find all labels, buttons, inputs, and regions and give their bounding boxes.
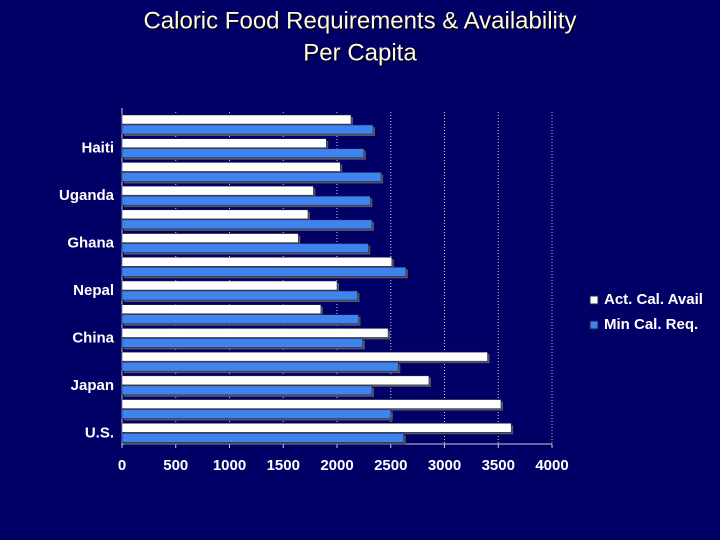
y-tick-label: China — [72, 329, 114, 346]
bar — [121, 243, 369, 253]
bar — [121, 399, 502, 409]
bar — [121, 433, 404, 443]
bar — [121, 304, 322, 314]
bar — [121, 423, 512, 433]
y-tick-label: Haiti — [81, 140, 114, 157]
bar — [121, 162, 341, 172]
bar — [121, 233, 299, 243]
bar — [121, 124, 374, 135]
bar — [121, 219, 373, 230]
x-tick-label: 4000 — [535, 457, 568, 474]
bar — [121, 280, 338, 291]
x-tick-label: 500 — [163, 457, 188, 474]
bar — [121, 328, 389, 338]
bar — [121, 351, 488, 362]
x-tick-label: 2000 — [320, 457, 353, 474]
legend-swatch — [589, 295, 599, 305]
y-tick-label: Nepal — [73, 282, 114, 299]
bar — [121, 409, 391, 419]
legend-label: Act. Cal. Avail — [604, 291, 703, 308]
y-tick-label: Ghana — [67, 235, 114, 252]
y-tick-label: Uganda — [59, 187, 115, 204]
x-tick-label: 2500 — [374, 457, 407, 474]
y-tick-label: Japan — [71, 377, 114, 394]
bar — [121, 314, 359, 324]
x-tick-label: 3000 — [428, 457, 461, 474]
bar — [121, 209, 309, 220]
bar — [121, 385, 373, 396]
bar — [121, 338, 364, 348]
bar — [121, 257, 393, 267]
bar — [121, 375, 430, 386]
legend-label: Min Cal. Req. — [604, 316, 698, 333]
bar — [121, 361, 399, 372]
x-tick-label: 1500 — [267, 457, 300, 474]
bar — [121, 172, 382, 182]
bar — [121, 185, 314, 196]
bar — [121, 114, 352, 125]
bar — [121, 267, 407, 277]
y-tick-label: U.S. — [85, 424, 114, 441]
chart-title: Caloric Food Requirements & Availability — [143, 7, 576, 34]
legend-swatch — [589, 320, 599, 330]
bar — [121, 290, 358, 301]
bar — [121, 195, 371, 206]
chart-title: Per Capita — [303, 39, 417, 66]
x-tick-label: 0 — [118, 457, 126, 474]
bar — [121, 138, 327, 148]
x-tick-label: 3500 — [482, 457, 515, 474]
bar — [121, 148, 365, 158]
x-tick-label: 1000 — [213, 457, 246, 474]
